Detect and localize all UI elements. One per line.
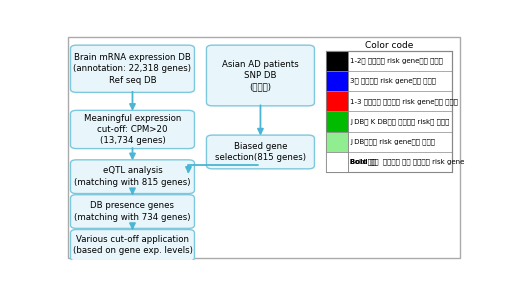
- Bar: [327, 51, 453, 172]
- Bar: [327, 112, 348, 132]
- Text: Meaningful expression
cut-off: CPM>20
(13,734 genes): Meaningful expression cut-off: CPM>20 (1…: [84, 114, 181, 145]
- Text: Brain mRNA expression DB
(annotation: 22,318 genes)
Ref seq DB: Brain mRNA expression DB (annotation: 22…: [73, 53, 191, 85]
- FancyBboxPatch shape: [71, 45, 195, 92]
- Text: Biased gene
selection(815 genes): Biased gene selection(815 genes): [215, 142, 306, 162]
- FancyBboxPatch shape: [71, 195, 195, 228]
- FancyBboxPatch shape: [71, 110, 195, 149]
- Text: DB presence genes
(matching with 734 genes): DB presence genes (matching with 734 gen…: [74, 201, 191, 222]
- Text: Bold 세체   중요성이 높게 판단되는 risk gene: Bold 세체 중요성이 높게 판단되는 risk gene: [350, 159, 465, 165]
- Bar: [327, 51, 348, 71]
- FancyBboxPatch shape: [206, 135, 314, 169]
- FancyBboxPatch shape: [71, 160, 195, 194]
- FancyBboxPatch shape: [206, 45, 314, 106]
- Text: Various cut-off application
(based on gene exp. levels): Various cut-off application (based on ge…: [73, 235, 192, 256]
- Text: eQTL analysis
(matching with 815 genes): eQTL analysis (matching with 815 genes): [74, 166, 191, 187]
- FancyBboxPatch shape: [71, 230, 195, 261]
- Text: J DB에서만 risk gene으로 확인됨: J DB에서만 risk gene으로 확인됨: [350, 138, 436, 145]
- Text: 3차 분석에서 risk gene으로 확인됨: 3차 분석에서 risk gene으로 확인됨: [350, 78, 437, 84]
- Bar: [327, 91, 348, 112]
- Bar: [327, 152, 348, 172]
- Bar: [327, 132, 348, 152]
- Text: Asian AD patients
SNP DB
(조선대): Asian AD patients SNP DB (조선대): [222, 60, 299, 91]
- Text: 1-2차 분석에만 risk gene으로 확인됨: 1-2차 분석에만 risk gene으로 확인됨: [350, 58, 443, 64]
- Text: Color code: Color code: [365, 41, 414, 50]
- Text: Bold 세체: Bold 세체: [350, 159, 379, 165]
- Text: J DB와 K DB에서 공통으로 risk로 확인됨: J DB와 K DB에서 공통으로 risk로 확인됨: [350, 118, 450, 125]
- Bar: [327, 71, 348, 91]
- FancyBboxPatch shape: [69, 37, 460, 258]
- Text: 1-3 분석에서 공통으로 risk gene으로 확인됨: 1-3 분석에서 공통으로 risk gene으로 확인됨: [350, 98, 458, 105]
